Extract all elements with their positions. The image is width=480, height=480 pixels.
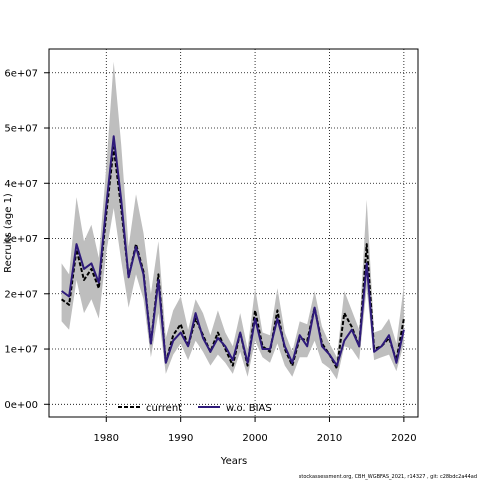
series-lines bbox=[61, 135, 405, 370]
y-tick-label: 2e+07 bbox=[4, 289, 38, 300]
y-tick-label: 6e+07 bbox=[4, 68, 38, 79]
series-line-current bbox=[61, 146, 405, 370]
y-tick-label: 3e+07 bbox=[4, 234, 38, 245]
y-tick-label: 1e+07 bbox=[4, 345, 38, 356]
y-tick-label: 4e+07 bbox=[4, 179, 38, 190]
x-tick-label: 1980 bbox=[94, 433, 119, 444]
footer-text: stockassessment.org, CBH_WGBFAS_2021, r1… bbox=[299, 474, 477, 480]
series-line-wo-bias bbox=[61, 135, 405, 367]
y-tick-label: 5e+07 bbox=[4, 124, 38, 135]
x-tick-label: 2010 bbox=[317, 433, 342, 444]
y-tick-label: 0e+00 bbox=[4, 400, 38, 411]
x-tick-label: 2000 bbox=[242, 433, 267, 444]
x-axis: 1980 1990 2000 2010 2020 bbox=[94, 417, 417, 444]
legend-label-wo-bias: w.o. BIAS bbox=[226, 403, 272, 414]
legend: current w.o. BIAS bbox=[118, 403, 272, 414]
plot-frame bbox=[48, 48, 419, 418]
x-tick-label: 1990 bbox=[168, 433, 193, 444]
legend-label-current: current bbox=[146, 403, 182, 414]
x-axis-title: Years bbox=[220, 456, 247, 467]
y-axis: 0e+00 1e+07 2e+07 3e+07 4e+07 5e+07 6e+07 bbox=[4, 68, 49, 411]
x-tick-label: 2020 bbox=[391, 433, 416, 444]
y-axis-title: Recruits (age 1) bbox=[3, 193, 14, 273]
